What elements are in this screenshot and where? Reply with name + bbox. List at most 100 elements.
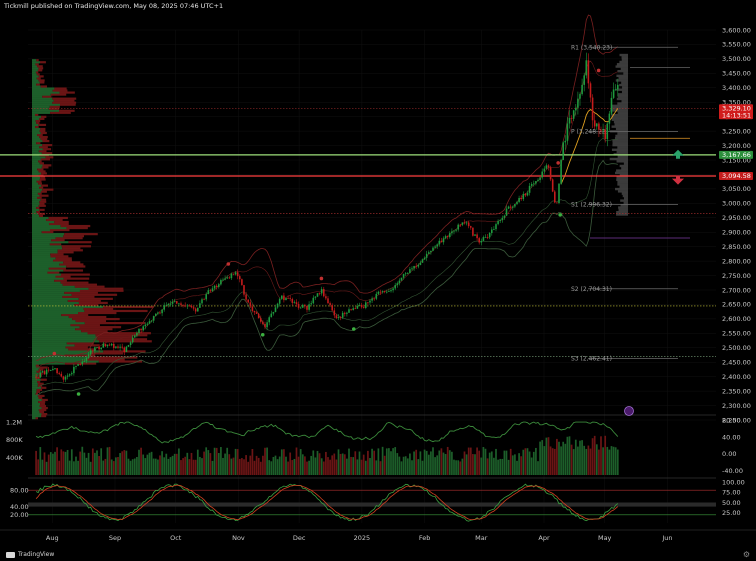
session-profile-bar xyxy=(618,76,628,80)
volume-profile-bar xyxy=(32,394,38,398)
volume-bar xyxy=(205,447,208,475)
candle-down xyxy=(591,97,594,121)
tradingview-logo[interactable]: TradingView xyxy=(6,551,54,558)
oscillator-tick-label: 80.00 xyxy=(722,416,741,424)
candle-up xyxy=(274,307,277,312)
volume-profile-bar xyxy=(32,117,40,120)
x-tick-label: Feb xyxy=(419,534,431,542)
volume-bar xyxy=(480,457,483,475)
volume-profile-bar xyxy=(32,372,39,375)
volume-profile-bar xyxy=(39,202,45,205)
volume-bar xyxy=(448,450,451,475)
candle-up xyxy=(106,344,109,347)
candle-up xyxy=(146,323,149,325)
session-profile-bar xyxy=(619,164,628,168)
volume-bar xyxy=(564,443,567,475)
volume-profile-bar xyxy=(35,392,39,395)
candle-down xyxy=(570,117,573,119)
volume-profile-bar xyxy=(39,61,46,64)
volume-bar xyxy=(390,451,392,475)
volume-bar xyxy=(434,457,436,475)
x-axis[interactable]: Aug Sep Oct Nov Dec 2025 Feb Mar Apr May Jun xyxy=(46,534,673,542)
candle-up xyxy=(572,110,575,119)
stoch-d-line xyxy=(35,484,619,521)
sell-signal-dot xyxy=(596,68,601,73)
candle-up xyxy=(144,324,147,327)
settings-gear-icon[interactable]: ⚙ xyxy=(742,550,750,559)
candle-up xyxy=(457,224,459,230)
candle-down xyxy=(117,346,119,348)
volume-profile-bar xyxy=(39,117,45,120)
volume-pane[interactable]: 1.2M 800K 400K 80.00 40.00 0.00 -40.00 xyxy=(6,416,743,475)
volume-profile-bar xyxy=(50,255,69,258)
volume-profile-bar xyxy=(32,121,37,125)
y-tick-label: 3,200.00 xyxy=(722,142,751,150)
volume-bar xyxy=(616,449,619,475)
session-profile-bar xyxy=(616,178,628,182)
volume-bar xyxy=(165,453,168,475)
volume-bar xyxy=(574,439,577,475)
volume-bar xyxy=(194,459,197,475)
volume-bar xyxy=(402,456,405,475)
volume-profile-bar xyxy=(32,137,41,141)
volume-profile-bar xyxy=(35,125,39,129)
candle-down xyxy=(467,222,470,227)
volume-profile-bar xyxy=(46,218,63,222)
volume-profile-bar xyxy=(38,182,42,185)
volume-profile-bar xyxy=(32,317,73,321)
volume-profile-bar xyxy=(32,152,42,155)
volume-profile-bar xyxy=(32,107,49,110)
volume-profile-bar xyxy=(75,328,113,331)
volume-bar xyxy=(276,459,279,475)
volume-bar xyxy=(123,450,126,475)
candle-up xyxy=(87,354,90,358)
price-tag xyxy=(719,104,753,120)
volume-bar xyxy=(404,456,407,475)
candle-up xyxy=(432,247,434,251)
candle-up xyxy=(310,303,312,305)
volume-bar xyxy=(304,456,306,475)
volume-bar xyxy=(184,456,187,475)
volume-profile-bar xyxy=(32,338,97,341)
y-axis[interactable]: 3,600.00 3,550.00 3,500.00 3,450.00 3,400.00… xyxy=(722,26,751,424)
volume-profile-bar xyxy=(32,366,40,369)
candle-down xyxy=(553,191,556,203)
session-profile-bar xyxy=(621,90,628,94)
volume-profile-bar xyxy=(83,307,114,311)
volume-profile-bar xyxy=(32,346,66,349)
stoch-tick-label-right: 25.00 xyxy=(722,509,741,517)
volume-bar xyxy=(131,459,134,475)
volume-profile-bar xyxy=(32,334,96,337)
volume-bar xyxy=(306,461,308,475)
price-tag-value: 3,329.10 xyxy=(722,104,751,112)
volume-profile-bar xyxy=(32,285,75,288)
volume-profile-bar xyxy=(61,313,89,317)
sell-signal-dot xyxy=(556,161,560,165)
volume-profile-bar xyxy=(32,162,40,165)
volume-bar xyxy=(209,453,212,475)
candle-down xyxy=(354,308,357,310)
volume-bar xyxy=(476,447,478,475)
volume-bar xyxy=(463,451,466,475)
volume-profile-bar xyxy=(65,362,97,365)
session-profile-bar xyxy=(614,137,628,140)
y-tick-label: 3,150.00 xyxy=(722,156,751,164)
candle-down xyxy=(333,310,336,316)
candle-down xyxy=(47,369,50,371)
volume-profile-bar xyxy=(32,313,62,317)
candle-up xyxy=(173,301,176,302)
volume-profile-bar xyxy=(39,404,47,408)
session-profile-bar xyxy=(621,100,628,103)
volume-bar xyxy=(146,454,149,475)
candle-up xyxy=(482,237,485,241)
candle-up xyxy=(375,293,378,299)
volume-bar xyxy=(547,437,550,475)
volume-bar xyxy=(110,459,113,475)
volume-profile-bar xyxy=(32,330,82,333)
x-tick-label: Mar xyxy=(475,534,488,542)
candle-down xyxy=(249,302,252,307)
candle-up xyxy=(516,202,518,205)
levels-layer: R1 (3,540.23) P (3,248.22) S1 (2,996.32) S2… xyxy=(0,44,716,363)
